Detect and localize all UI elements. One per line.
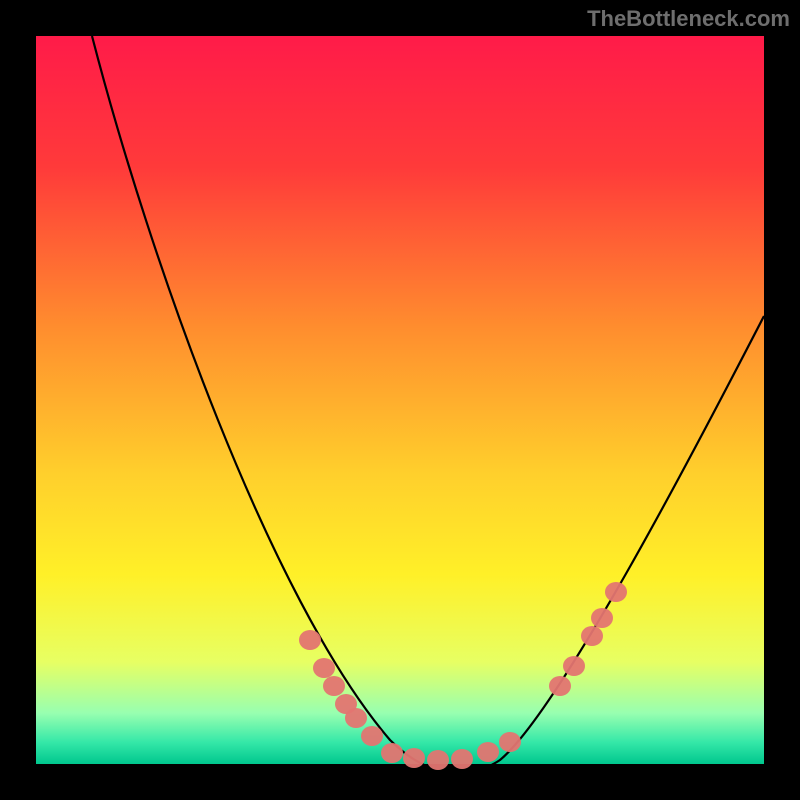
series-marker (361, 726, 383, 746)
series-marker (605, 582, 627, 602)
watermark-text: TheBottleneck.com (587, 6, 790, 32)
series-marker (591, 608, 613, 628)
series-marker (403, 748, 425, 768)
series-marker (451, 749, 473, 769)
series-marker (477, 742, 499, 762)
bottleneck-curve-chart (0, 0, 800, 800)
series-marker (427, 750, 449, 770)
series-marker (345, 708, 367, 728)
series-marker (549, 676, 571, 696)
series-marker (499, 732, 521, 752)
chart-container: TheBottleneck.com (0, 0, 800, 800)
series-marker (581, 626, 603, 646)
series-marker (381, 743, 403, 763)
series-marker (299, 630, 321, 650)
series-marker (313, 658, 335, 678)
plot-area-background (36, 36, 764, 764)
series-marker (323, 676, 345, 696)
series-marker (563, 656, 585, 676)
